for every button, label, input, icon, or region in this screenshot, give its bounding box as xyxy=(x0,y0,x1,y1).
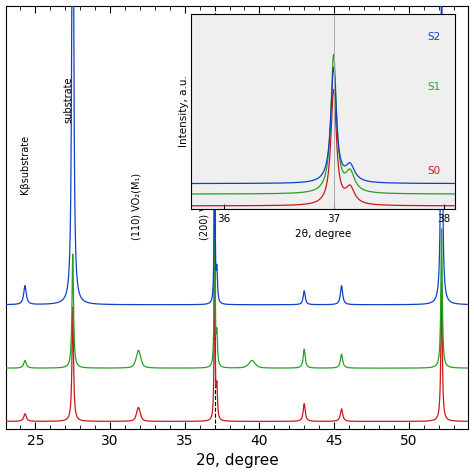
X-axis label: 2θ, degree: 2θ, degree xyxy=(196,454,278,468)
Text: Kβsubstrate: Kβsubstrate xyxy=(20,135,30,194)
Text: (200) VO₂(M₁): (200) VO₂(M₁) xyxy=(200,173,210,240)
Text: Kβsubstrate: Kβsubstrate xyxy=(337,97,346,156)
Text: substrate: substrate xyxy=(425,109,435,156)
Text: substrate: substrate xyxy=(63,76,73,123)
Text: *: * xyxy=(300,108,308,123)
Text: (110) VO₂(M₁): (110) VO₂(M₁) xyxy=(132,173,142,240)
